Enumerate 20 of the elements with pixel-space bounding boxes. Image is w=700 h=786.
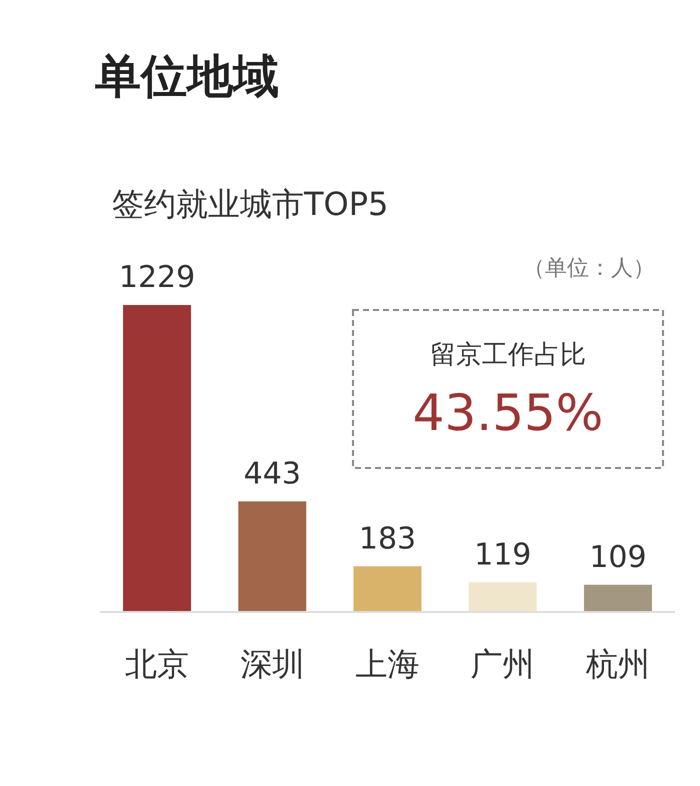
x-tick-label: 广州	[470, 645, 535, 683]
chart-subtitle: 签约就业城市TOP5	[112, 185, 388, 223]
data-label: 109	[589, 540, 647, 575]
bar	[238, 501, 306, 612]
bar	[123, 305, 192, 612]
annotation: 留京工作占比	[430, 340, 586, 370]
x-tick-label: 上海	[356, 645, 420, 683]
data-label: 183	[358, 521, 416, 556]
bar	[584, 584, 652, 612]
x-tick-label: 北京	[125, 645, 190, 683]
data-label: 1229	[118, 260, 196, 295]
annotation: 43.55%	[412, 384, 604, 442]
bar	[468, 582, 537, 612]
x-tick-label: 深圳	[240, 645, 304, 683]
chart-title: 单位地域	[94, 49, 279, 103]
text: （单位：人）	[523, 256, 655, 281]
data-label: 119	[474, 537, 532, 572]
x-tick-label: 杭州	[584, 645, 650, 683]
bar	[354, 566, 422, 612]
data-label: 443	[244, 456, 301, 492]
